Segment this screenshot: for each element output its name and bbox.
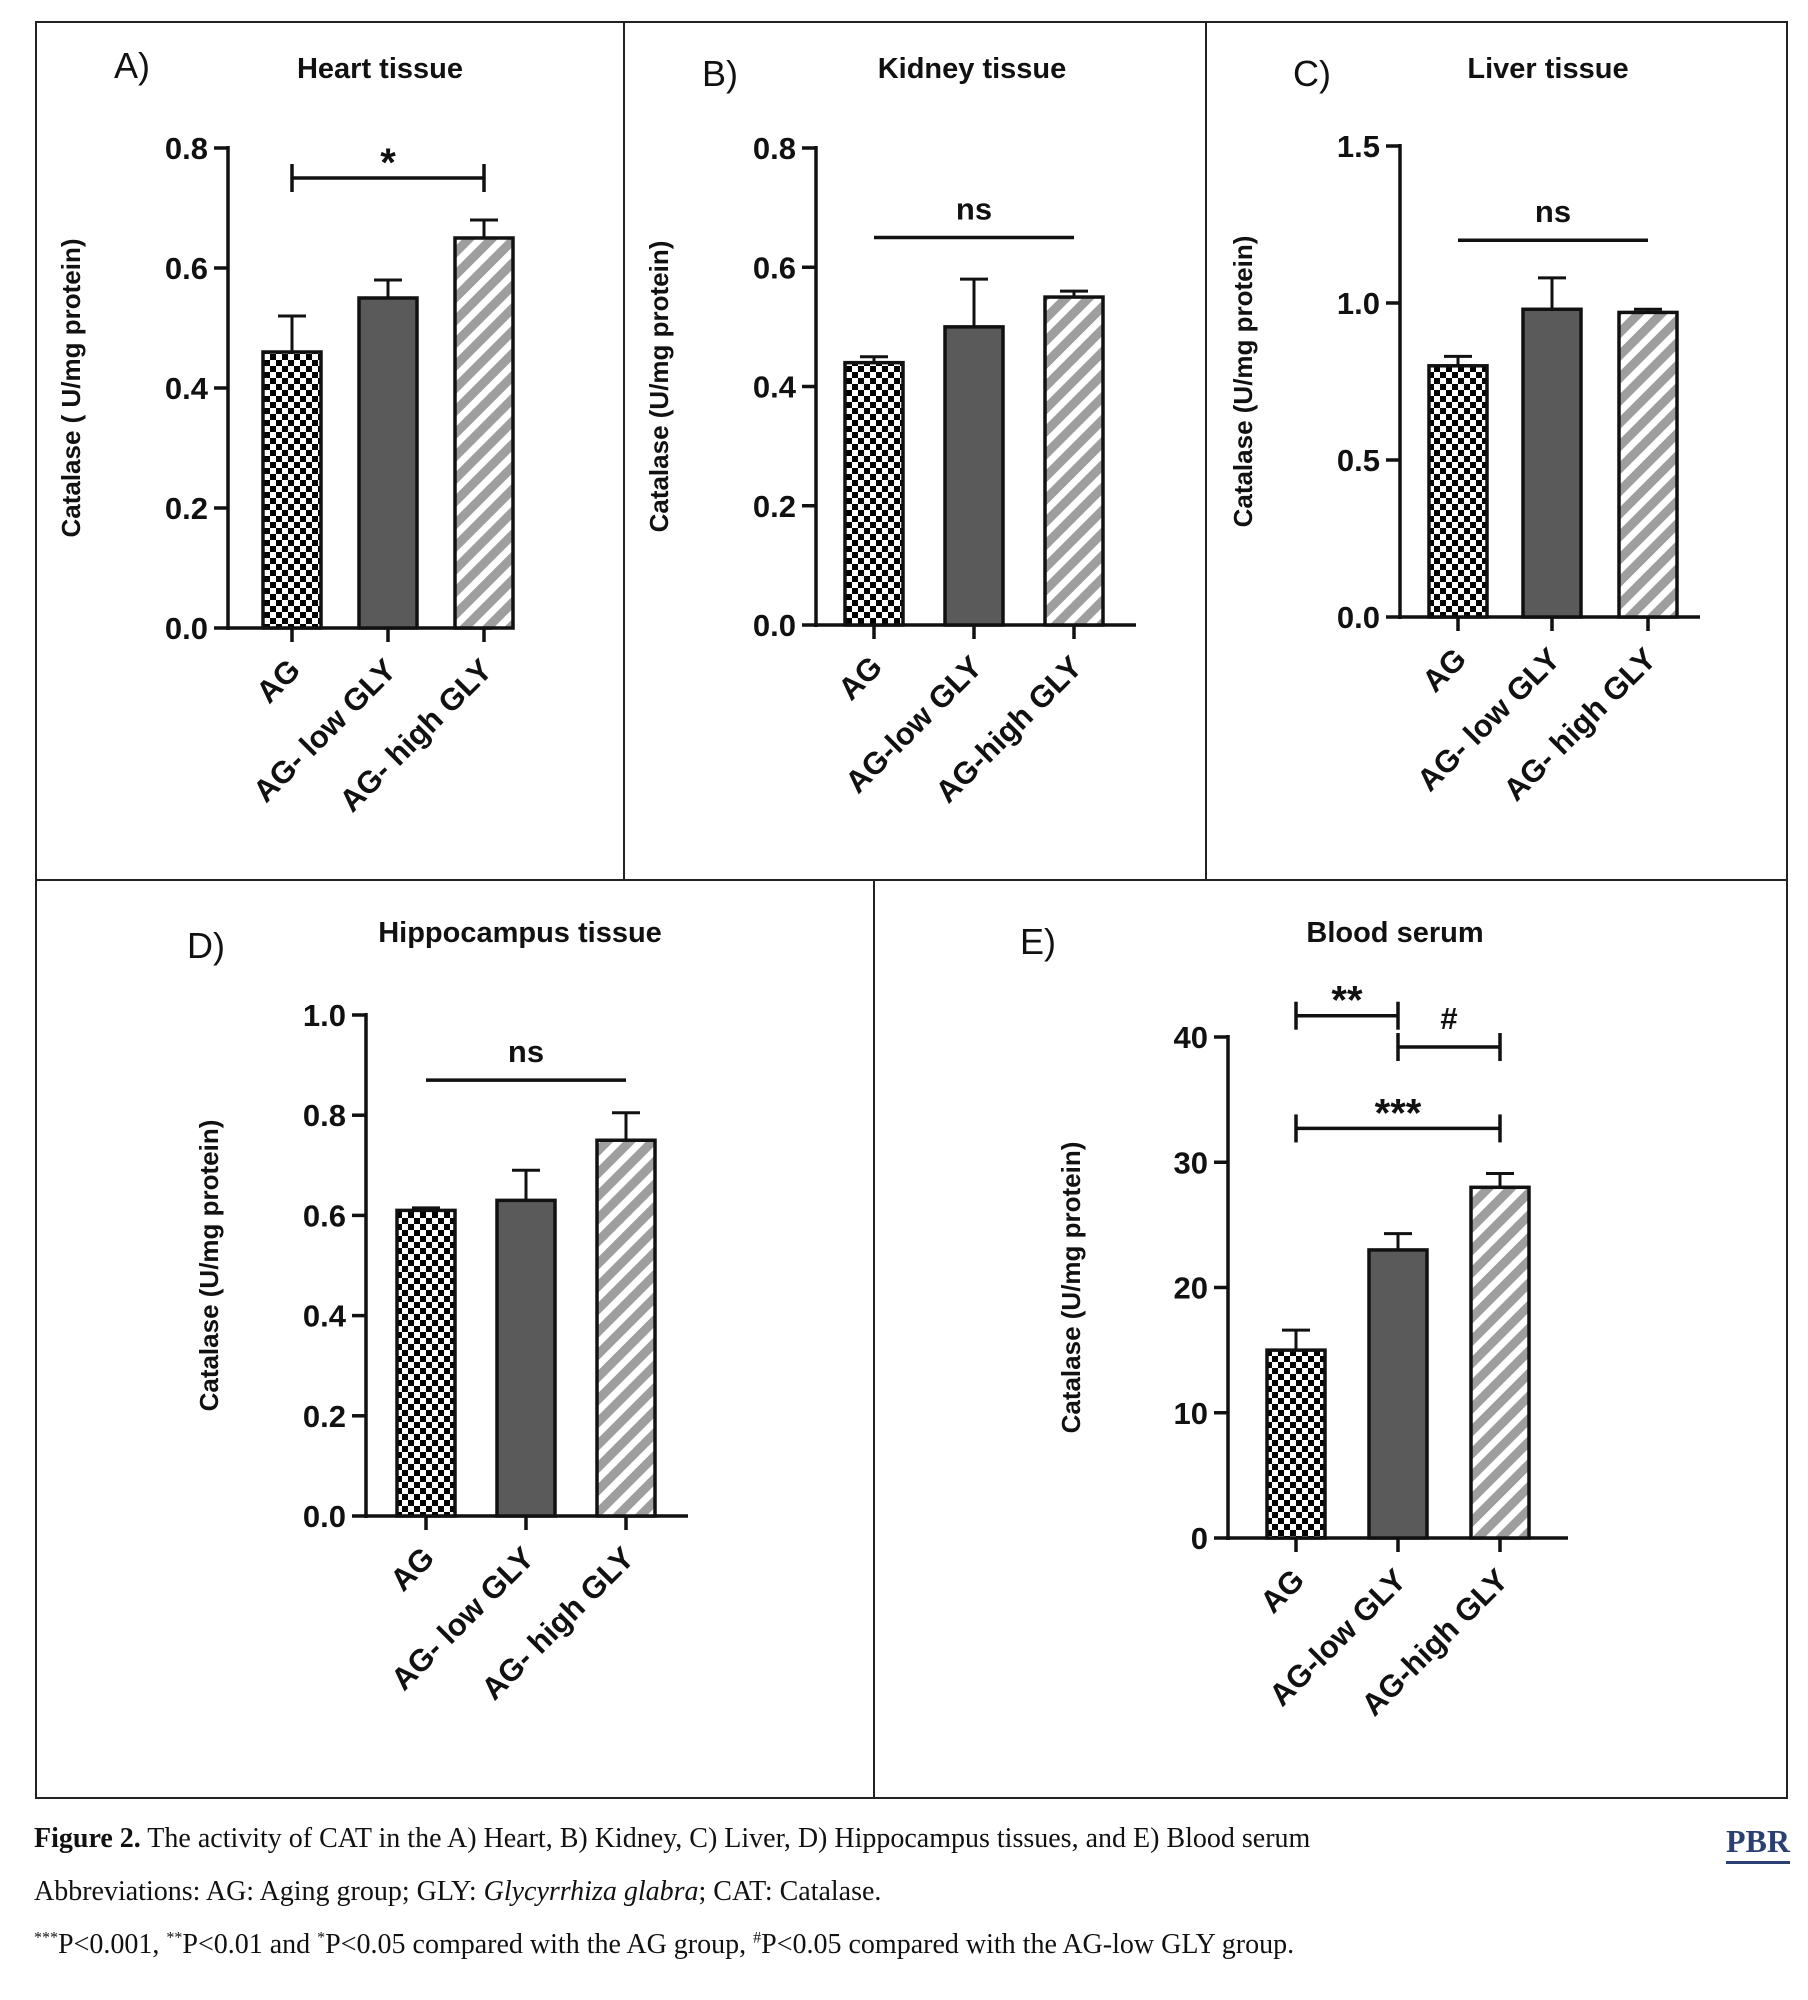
bar-ag-low-gly <box>495 1198 557 1518</box>
y-tick-label: 0.0 <box>753 608 796 643</box>
caption-line-2: Abbreviations: AG: Aging group; GLY: Gly… <box>34 1876 881 1908</box>
chart-panel-b: B) Kidney tissue 0.0 0.2 0.4 0.6 0.8 Catalase (… <box>644 53 1136 810</box>
category-label: AG <box>249 652 307 710</box>
category-label: AG <box>383 1540 441 1598</box>
category-label: AG <box>1415 641 1473 699</box>
bar-ag-low-gly <box>1521 307 1583 619</box>
bar-ag-high-gly <box>1043 295 1105 627</box>
caption-line-1: Figure 2. The activity of CAT in the A) … <box>34 1823 1310 1855</box>
bar-ag-low-gly <box>1367 1248 1429 1540</box>
bar-ag <box>1265 1348 1327 1540</box>
y-tick-label: 0.2 <box>165 491 208 526</box>
y-tick-label: 0.0 <box>303 1499 346 1534</box>
y-tick-label: 1.5 <box>1337 129 1380 164</box>
chart-title: Hippocampus tissue <box>378 917 662 949</box>
sup-triple-star: *** <box>34 1929 58 1947</box>
y-tick-label: 0.6 <box>753 250 796 285</box>
category-label: AG <box>1253 1562 1311 1620</box>
figure-label: Figure 2. <box>34 1823 141 1854</box>
caption-abbrev-suffix: ; CAT: Catalase. <box>698 1876 882 1907</box>
sup-hash: # <box>753 1929 762 1947</box>
bar-ag <box>1427 364 1489 619</box>
caption-p4: P<0.05 compared with the AG-low GLY grou… <box>761 1929 1295 1960</box>
bar-ag <box>261 350 323 630</box>
sup-star: * <box>317 1929 326 1947</box>
chart-title: Kidney tissue <box>878 53 1067 85</box>
y-axis-label: Catalase (U/mg protein) <box>1056 1142 1086 1434</box>
y-axis-label: Catalase (U/mg protein) <box>644 241 674 533</box>
y-tick-label: 0.0 <box>165 611 208 646</box>
chart-panel-a: A) Heart tissue 0.0 0.2 0.4 0.6 0.8 Catalase ( … <box>56 45 515 819</box>
bar-ag-low-gly <box>943 325 1005 627</box>
y-tick-label: 0.8 <box>753 131 796 166</box>
y-tick-label: 0 <box>1191 1521 1208 1556</box>
y-tick-label: 0.4 <box>165 371 209 406</box>
y-tick-label: 0.4 <box>303 1299 347 1334</box>
chart-panel-e: E) Blood serum 0 10 20 30 40 Catalase (U/mg pro… <box>1020 917 1568 1723</box>
panel-frames <box>35 21 1788 1799</box>
significance-label: ns <box>508 1034 544 1069</box>
y-axis-label: Catalase (U/mg protein) <box>194 1120 224 1412</box>
bar-ag-high-gly <box>1469 1185 1531 1540</box>
caption-p1: P<0.001, <box>58 1929 167 1960</box>
significance-label: * <box>380 141 396 185</box>
caption-abbrev-prefix: Abbreviations: AG: Aging group; GLY: <box>34 1876 484 1907</box>
y-tick-label: 1.0 <box>303 998 346 1033</box>
panel-label: D) <box>187 925 225 966</box>
chart-title: Blood serum <box>1306 917 1483 949</box>
y-tick-label: 0.6 <box>303 1198 346 1233</box>
bar-ag <box>395 1208 457 1518</box>
chart-panel-c: C) Liver tissue 0.0 0.5 1.0 1.5 Catalase (U/mg… <box>1228 53 1700 808</box>
bar-ag <box>843 360 905 627</box>
caption-species: Glycyrrhiza glabra <box>483 1876 699 1907</box>
figure: A) Heart tissue 0.0 0.2 0.4 0.6 0.8 Catalase ( … <box>35 21 1788 1799</box>
caption-text-1: The activity of CAT in the A) Heart, B) … <box>140 1823 1311 1854</box>
y-axis-label: Catalase ( U/mg protein) <box>56 238 86 537</box>
y-tick-label: 0.0 <box>1337 600 1380 635</box>
y-tick-label: 0.8 <box>165 131 208 166</box>
panel-label: A) <box>114 45 150 86</box>
caption-p2: P<0.01 and <box>182 1929 318 1960</box>
bar-ag-high-gly <box>595 1138 657 1518</box>
y-tick-label: 40 <box>1174 1020 1208 1055</box>
significance-label: ** <box>1331 979 1363 1023</box>
y-tick-label: 0.2 <box>303 1399 346 1434</box>
y-tick-label: 10 <box>1174 1396 1208 1431</box>
chart-title: Heart tissue <box>297 53 463 85</box>
bar-ag-low-gly <box>357 296 419 630</box>
y-tick-label: 0.2 <box>753 489 796 524</box>
bar-ag-high-gly <box>1617 310 1679 619</box>
caption-line-3: ***P<0.001, **P<0.01 and *P<0.05 compare… <box>34 1929 1294 1961</box>
y-tick-label: 0.5 <box>1337 443 1380 478</box>
panel-label: E) <box>1020 921 1056 962</box>
chart-panels: A) Heart tissue 0.0 0.2 0.4 0.6 0.8 Catalase ( … <box>56 45 1700 1723</box>
panel-label: B) <box>702 53 738 94</box>
significance-label: ns <box>1535 194 1571 229</box>
y-tick-label: 0.8 <box>303 1098 346 1133</box>
y-tick-label: 0.6 <box>165 251 208 286</box>
y-axis-label: Catalase (U/mg protein) <box>1228 236 1258 528</box>
y-tick-label: 0.4 <box>753 370 797 405</box>
pbr-logo: PBR <box>1726 1823 1790 1864</box>
panel-label: C) <box>1293 53 1331 94</box>
sup-double-star: ** <box>166 1929 183 1947</box>
bar-ag-high-gly <box>453 236 515 630</box>
caption-p3: P<0.05 compared with the AG group, <box>325 1929 754 1960</box>
y-tick-label: 1.0 <box>1337 286 1380 321</box>
category-label: AG <box>831 649 889 707</box>
chart-title: Liver tissue <box>1467 53 1628 85</box>
chart-panel-d: D) Hippocampus tissue 0.0 0.2 0.4 0.6 0.8 1.0 Ca… <box>187 917 688 1707</box>
significance-label: *** <box>1375 1091 1422 1135</box>
y-tick-label: 20 <box>1174 1271 1208 1306</box>
significance-label: # <box>1440 1001 1457 1036</box>
y-tick-label: 30 <box>1174 1145 1208 1180</box>
significance-label: ns <box>956 191 992 226</box>
